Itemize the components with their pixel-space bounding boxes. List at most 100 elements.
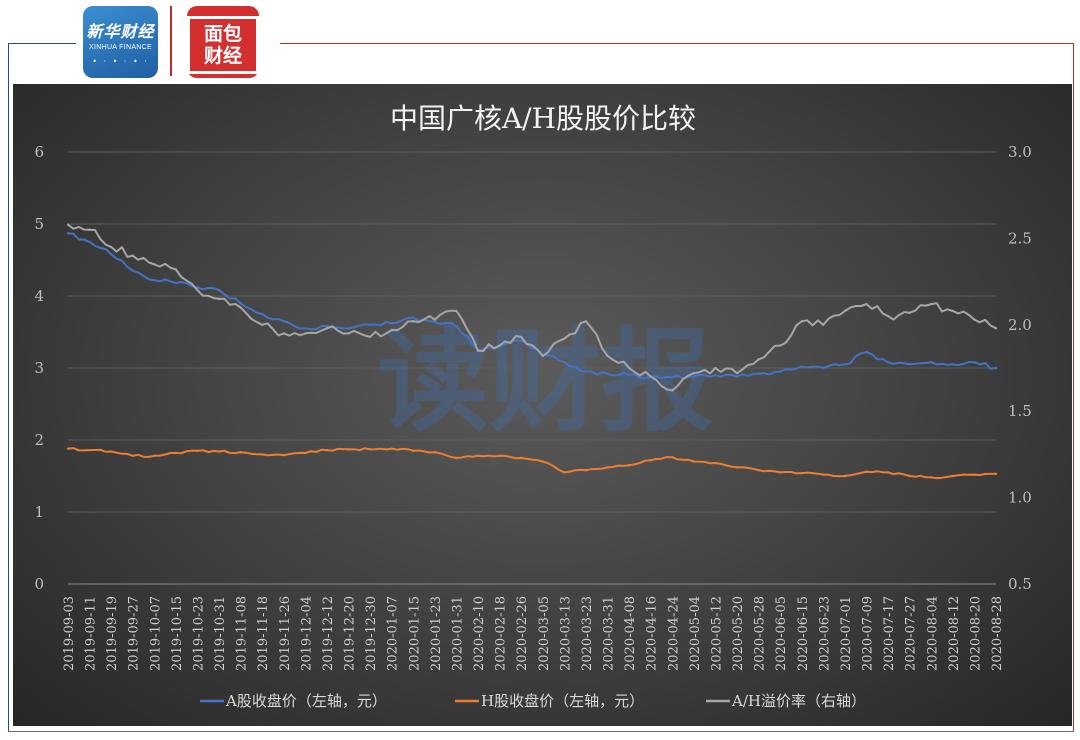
header-rule-right — [280, 43, 1073, 44]
x-tick-label: 2020-01-07 — [386, 596, 401, 671]
series-2-point — [131, 454, 134, 458]
series-2-point — [714, 461, 717, 465]
x-tick-label: 2019-09-19 — [105, 596, 120, 671]
series-3-point — [541, 354, 544, 358]
series-2-point — [217, 450, 221, 453]
logo1-title: 新华财经 — [86, 22, 155, 41]
series-2-point — [433, 451, 437, 454]
x-tick-label: 2020-02-26 — [515, 596, 530, 671]
x-tick-label: 2020-05-20 — [731, 596, 746, 671]
series-1-point — [627, 374, 631, 377]
series-3-point — [520, 335, 523, 339]
series-3-point — [261, 323, 264, 326]
x-tick-label: 2020-07-01 — [839, 596, 854, 671]
series-3-point — [865, 302, 868, 306]
series-2-point — [606, 466, 609, 469]
x-tick-label: 2019-12-20 — [343, 596, 358, 671]
y-left-tick-1: 1 — [34, 503, 44, 521]
x-tick-label: 2019-09-11 — [84, 596, 99, 671]
series-3-point — [368, 335, 372, 339]
x-tick-label: 2020-04-16 — [645, 596, 660, 671]
y-right-tick-2.0: 2.0 — [1008, 316, 1032, 334]
series-2-point — [174, 451, 178, 455]
series-1-point — [368, 323, 372, 326]
logo1-dots: • · • · • · — [92, 57, 149, 66]
series-2-point — [584, 469, 588, 472]
series-1-point — [325, 325, 329, 328]
series-1-point — [217, 289, 221, 292]
legend-label-1: A股收盘价（左轴，元） — [225, 692, 387, 710]
logo2-title: 面包财经 — [187, 16, 259, 74]
series-3-point — [908, 311, 911, 314]
series-line-2 — [67, 447, 997, 480]
series-1-point — [563, 361, 566, 364]
x-axis: 2019-09-03 2019-09-11 2019-09-19 2019-09-27… — [62, 583, 1005, 671]
series-1-point — [66, 232, 70, 235]
x-tick-label: 2020-06-23 — [817, 596, 832, 671]
series-1-point — [908, 363, 911, 366]
series-2-point — [412, 449, 415, 452]
series-3-point — [304, 332, 307, 335]
series-3-point — [66, 223, 70, 226]
chart-panel — [13, 84, 1072, 726]
x-tick-label: 2020-03-13 — [558, 596, 573, 671]
y-right-tick-0.5: 0.5 — [1008, 575, 1032, 593]
series-3-point — [390, 328, 393, 332]
x-tick-label: 2020-08-04 — [925, 596, 940, 671]
series-2-point — [627, 464, 631, 467]
x-tick-label: 2020-01-23 — [429, 596, 444, 671]
series-3-point — [886, 314, 890, 318]
series-2-point — [735, 466, 739, 469]
series-lines — [66, 223, 998, 480]
series-3-point — [627, 366, 631, 370]
x-tick-label: 2020-03-05 — [537, 596, 552, 671]
x-tick-label: 2019-11-18 — [256, 596, 271, 671]
x-tick-label: 2020-02-10 — [472, 596, 487, 671]
series-1-point — [520, 339, 523, 342]
series-3-point — [973, 318, 976, 321]
series-1-point — [412, 316, 415, 319]
series-2-point — [757, 469, 760, 472]
logo-separator — [170, 6, 172, 76]
series-3-point — [325, 327, 329, 330]
y-left-tick-2: 2 — [34, 431, 44, 449]
series-1-point — [109, 253, 113, 256]
x-tick-label: 2020-06-15 — [796, 596, 811, 671]
series-3-point — [412, 320, 415, 323]
series-3-point — [282, 332, 286, 335]
series-2-point — [196, 449, 199, 452]
series-1-point — [433, 320, 437, 324]
y-right-tick-2.5: 2.5 — [1008, 229, 1032, 247]
y-right-tick-1.0: 1.0 — [1008, 489, 1032, 507]
series-3-point — [843, 309, 847, 313]
series-3-point — [757, 358, 760, 361]
series-2-point — [692, 460, 696, 463]
series-3-point — [476, 349, 480, 352]
header-rule-left — [8, 43, 76, 44]
series-2-point — [671, 456, 674, 459]
series-2-point — [951, 474, 955, 478]
y-axis-left: 0 1 2 3 4 5 6 — [34, 143, 44, 593]
series-3-point — [109, 245, 113, 249]
series-1-point — [606, 372, 609, 375]
legend: A股收盘价（左轴，元） H股收盘价（左轴，元） A/H溢价率（右轴） — [200, 692, 866, 710]
series-3-point — [822, 323, 825, 326]
x-tick-label: 2020-05-28 — [753, 596, 768, 671]
x-tick-label: 2020-01-31 — [450, 596, 465, 671]
series-2-point — [88, 448, 91, 452]
x-tick-label: 2019-12-04 — [299, 596, 314, 671]
series-2-point — [541, 460, 544, 463]
xinhua-finance-logo: 新华财经 XINHUA FINANCE • · • · • · — [83, 6, 158, 78]
x-tick-label: 2020-05-12 — [709, 596, 724, 671]
frame-bottom-edge — [8, 731, 1074, 732]
series-3-point — [217, 297, 221, 301]
series-3-point — [714, 366, 717, 370]
y-left-tick-6: 6 — [34, 143, 44, 161]
series-3-point — [131, 254, 134, 257]
series-2-point — [304, 451, 307, 455]
series-2-point — [368, 448, 372, 451]
series-1-point — [865, 350, 868, 354]
series-3-point — [174, 268, 178, 271]
series-3-point — [778, 344, 782, 347]
series-3-point — [692, 371, 696, 375]
